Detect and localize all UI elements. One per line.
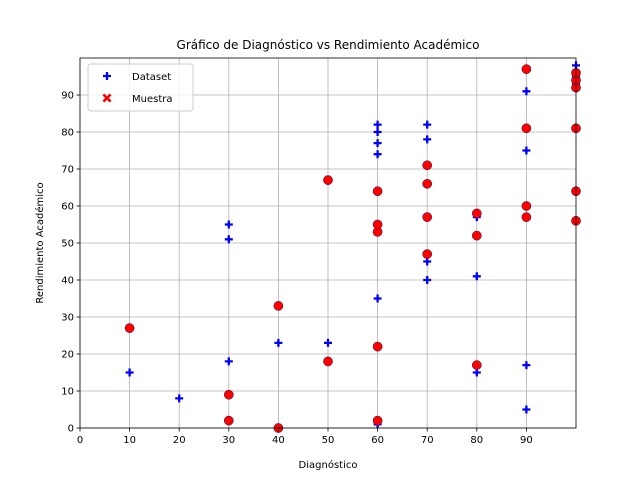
dataset-point bbox=[324, 338, 332, 347]
muestra-point bbox=[521, 201, 532, 211]
muestra-point bbox=[422, 249, 433, 259]
dataset-point bbox=[224, 220, 233, 229]
muestra-point bbox=[422, 178, 433, 189]
y-tick-label: 80 bbox=[61, 128, 74, 139]
chart-title: Gráfico de Diagnóstico vs Rendimiento Ac… bbox=[177, 38, 480, 52]
muestra-point bbox=[372, 219, 383, 230]
x-tick-label: 10 bbox=[123, 435, 136, 446]
muestra-point bbox=[372, 341, 383, 352]
legend-label-dataset: Dataset bbox=[132, 72, 171, 83]
dataset-point bbox=[522, 405, 531, 414]
y-tick-label: 90 bbox=[61, 91, 74, 102]
muestra-point bbox=[223, 389, 234, 400]
muestra-point bbox=[471, 360, 482, 370]
dataset-point bbox=[423, 135, 432, 144]
muestra-point bbox=[223, 415, 234, 426]
dataset-point bbox=[472, 272, 481, 281]
muestra-point bbox=[372, 415, 383, 426]
dataset-point bbox=[423, 276, 432, 284]
muestra-point bbox=[323, 356, 333, 367]
muestra-point bbox=[422, 212, 433, 222]
dataset-point bbox=[373, 139, 382, 148]
muestra-point bbox=[273, 301, 284, 311]
dataset-point bbox=[522, 361, 531, 370]
muestra-point bbox=[521, 123, 532, 134]
x-tick-label: 30 bbox=[222, 435, 235, 446]
y-axis-label: Rendimiento Académico bbox=[34, 182, 46, 303]
y-tick-label: 10 bbox=[61, 387, 74, 398]
dataset-point bbox=[224, 235, 233, 244]
legend-plus-marker bbox=[103, 72, 111, 80]
dataset-point bbox=[522, 146, 531, 155]
y-tick-label: 40 bbox=[61, 276, 74, 287]
dataset-point bbox=[423, 120, 432, 129]
series-muestra bbox=[124, 64, 581, 433]
legend-marker-muestra bbox=[102, 93, 112, 103]
x-axis-label: Diagnóstico bbox=[299, 459, 358, 471]
legend: Dataset Muestra bbox=[87, 63, 194, 112]
dataset-point bbox=[125, 368, 134, 377]
x-tick-label: 0 bbox=[77, 435, 83, 446]
axis-ticks: 0 10 20 30 40 50 60 70 80 90 0 10 20 30 40 50 60 70 80 90 bbox=[61, 91, 533, 447]
legend-box bbox=[87, 63, 194, 112]
dataset-point bbox=[274, 338, 283, 347]
y-tick-label: 0 bbox=[68, 424, 74, 435]
x-tick-label: 70 bbox=[421, 435, 434, 446]
y-tick-label: 60 bbox=[61, 202, 74, 213]
muestra-point bbox=[471, 230, 482, 241]
y-tick-label: 70 bbox=[61, 165, 74, 176]
dataset-point bbox=[373, 128, 382, 136]
legend-label-muestra: Muestra bbox=[132, 94, 173, 105]
muestra-point bbox=[372, 186, 383, 197]
muestra-point bbox=[471, 208, 482, 219]
muestra-point bbox=[323, 175, 333, 185]
dataset-point bbox=[224, 357, 233, 366]
x-tick-label: 90 bbox=[520, 435, 533, 446]
y-tick-label: 50 bbox=[61, 239, 74, 250]
legend-marker-dataset bbox=[103, 72, 111, 80]
dataset-point bbox=[522, 87, 531, 96]
muestra-point bbox=[422, 160, 433, 171]
legend-x-marker bbox=[102, 93, 112, 103]
x-tick-label: 50 bbox=[322, 435, 335, 446]
dataset-point bbox=[373, 294, 382, 303]
muestra-point bbox=[521, 212, 532, 222]
x-tick-label: 80 bbox=[470, 435, 483, 446]
x-tick-label: 20 bbox=[173, 435, 186, 446]
x-tick-label: 40 bbox=[272, 435, 285, 446]
y-tick-label: 20 bbox=[61, 350, 74, 361]
x-tick-label: 60 bbox=[371, 435, 384, 446]
dataset-point bbox=[373, 150, 382, 159]
muestra-point bbox=[124, 323, 135, 333]
muestra-point bbox=[521, 64, 532, 74]
dataset-point bbox=[175, 394, 184, 403]
y-tick-label: 30 bbox=[61, 313, 74, 324]
dataset-point bbox=[373, 120, 382, 129]
